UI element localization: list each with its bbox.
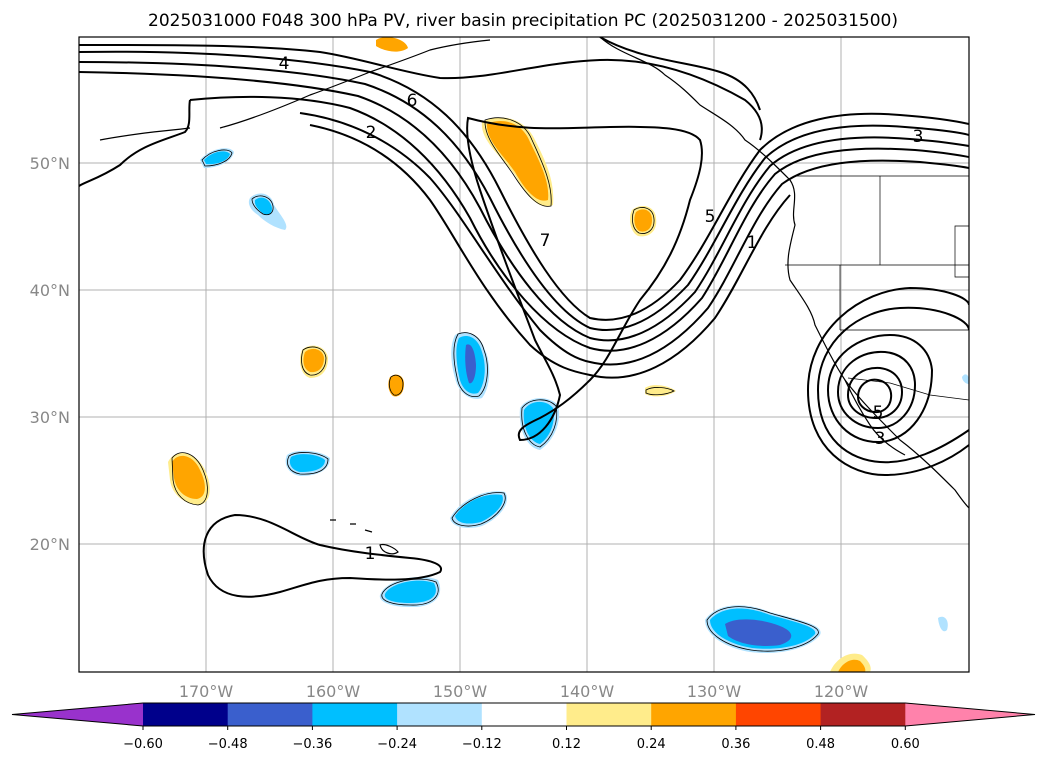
lon-tick-labels: 170°W 160°W 150°W 140°W 130°W 120°W	[179, 682, 869, 701]
contour-label: 7	[540, 231, 551, 251]
contour-label: 3	[875, 429, 886, 449]
lat-tick: 20°N	[30, 535, 70, 554]
precip-negative-blob	[465, 344, 476, 384]
contour-label: 1	[747, 233, 758, 253]
lon-tick: 150°W	[433, 682, 488, 701]
precip-negative-blob	[289, 454, 325, 472]
precip-positive-blob	[838, 659, 866, 672]
precip-negative-blob	[962, 374, 969, 384]
lon-tick: 140°W	[560, 682, 615, 701]
pv-contour	[79, 43, 763, 141]
pv-contour	[466, 116, 703, 442]
colorbar-tick-label: −0.12	[462, 737, 502, 752]
colorbar-tick-label: −0.60	[123, 737, 163, 752]
hawaii-islands	[330, 519, 399, 555]
colorbar-segment	[651, 703, 737, 726]
pv-contour	[79, 71, 969, 342]
contour-label: 6	[407, 91, 418, 111]
coastline-alaska	[219, 39, 491, 129]
lon-tick: 130°W	[687, 682, 742, 701]
pv-contour	[299, 112, 969, 366]
colorbar-segment	[481, 703, 567, 726]
pv-contour	[817, 306, 969, 391]
pv-contour	[189, 95, 969, 352]
precip-positive-blob	[172, 455, 205, 499]
colorbar-segment	[566, 703, 652, 726]
precip-positive-blob	[376, 37, 408, 52]
colorbar-tick-label: −0.36	[292, 737, 332, 752]
colorbar-tick-label: −0.48	[208, 737, 248, 752]
colorbar-tick-labels: −0.60 −0.48 −0.36 −0.24 −0.12 0.12 0.24 0.36 0.4…	[123, 726, 920, 752]
colorbar-tick-label: 0.48	[806, 737, 835, 752]
coastline-north-america	[599, 37, 969, 509]
precip-negative-blob	[455, 494, 503, 524]
precip-positive-blob	[634, 209, 652, 232]
contour-label: 5	[705, 207, 716, 227]
coastlines	[99, 37, 969, 555]
colorbar-segment	[735, 703, 822, 726]
lon-tick: 170°W	[179, 682, 234, 701]
precip-positive-blob	[486, 121, 549, 201]
pv-contour	[817, 389, 969, 464]
gridlines	[79, 37, 969, 672]
colorbar-segment	[312, 703, 398, 726]
lat-tick: 30°N	[30, 408, 70, 427]
colorbar-tick-label: 0.36	[721, 737, 750, 752]
map-plot: 4 6 2 7 5 1 3 5 3 1	[79, 37, 969, 672]
pv-contour	[836, 350, 917, 430]
coastline-baja	[844, 379, 906, 456]
contour-label: 5	[873, 403, 884, 423]
colorbar-tick-label: 0.12	[552, 737, 581, 752]
pv-contour	[826, 333, 934, 444]
contour-label: 2	[366, 123, 377, 143]
precip-negative-blob	[254, 197, 272, 215]
pv-contour-labels: 4 6 2 7 5 1 3 5 3 1	[279, 54, 924, 564]
pv-contour	[309, 124, 791, 379]
state-borders	[785, 176, 969, 331]
political-borders	[785, 175, 969, 401]
pv-contour	[79, 99, 191, 187]
plot-frame	[78, 36, 970, 673]
lat-tick: 40°N	[30, 281, 70, 300]
colorbar-segment	[397, 703, 483, 726]
precip-positive-blob	[303, 348, 324, 373]
pv-contour	[202, 513, 443, 598]
pv-contour	[846, 366, 904, 420]
pv-contours	[79, 37, 969, 598]
precip-positive-blob	[388, 374, 404, 397]
lon-tick: 120°W	[814, 682, 869, 701]
contour-label: 4	[279, 54, 290, 74]
precip-outlines	[171, 117, 819, 652]
lat-tick-labels: 50°N 40°N 30°N 20°N	[30, 154, 70, 554]
lat-tick: 50°N	[30, 154, 70, 173]
colorbar-tick-label: 0.24	[637, 737, 666, 752]
colorbar-segment	[143, 703, 229, 726]
colorbar-tick-label: 0.60	[891, 737, 920, 752]
precipitation-shading	[168, 37, 969, 672]
precip-negative-blob	[725, 619, 792, 646]
lon-tick: 160°W	[306, 682, 361, 701]
figure-title: 2025031000 F048 300 hPa PV, river basin …	[148, 11, 898, 31]
pv-contour	[807, 389, 969, 477]
precip-negative-blob	[204, 151, 230, 165]
precip-negative-blob	[384, 580, 436, 603]
coastline-aleutians	[99, 127, 191, 141]
pv-contour	[856, 378, 893, 414]
colorbar	[11, 702, 1036, 727]
colorbar-extend-min	[12, 703, 143, 726]
colorbar-segment	[227, 703, 313, 726]
colorbar-extend-max	[905, 703, 1035, 726]
contour-label: 1	[365, 544, 376, 564]
precip-negative-blob	[938, 616, 948, 632]
contour-label: 3	[913, 127, 924, 147]
colorbar-tick-label: −0.24	[377, 737, 417, 752]
precip-negative-blob	[523, 401, 554, 444]
pv-contour	[79, 50, 969, 321]
colorbar-segment	[820, 703, 906, 726]
pv-contour	[807, 286, 969, 391]
pv-contour	[79, 61, 969, 332]
pv-contour	[599, 37, 761, 111]
